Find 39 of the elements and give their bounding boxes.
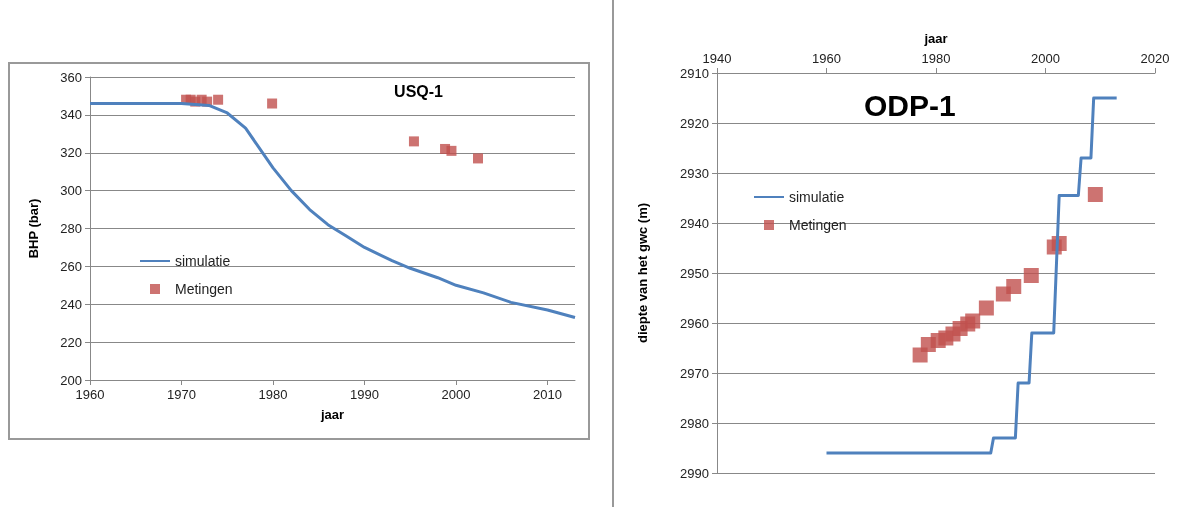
x-tick-label: 2000: [441, 387, 471, 402]
x-tick-label: 1980: [921, 51, 951, 66]
y-tick-label: 280: [60, 221, 82, 236]
legend-label: Metingen: [175, 281, 233, 297]
y-tick-label: 2910: [680, 65, 709, 81]
legend-label: simulatie: [789, 189, 845, 205]
y-tick-label: 200: [60, 372, 82, 388]
text: ODP-1: [864, 88, 956, 122]
x-tick-label: 2000: [1031, 51, 1060, 66]
y-tick-label: 220: [60, 334, 82, 350]
x-tick-label: 2010: [533, 387, 563, 402]
y-axis-title: diepte van het gwc (m): [635, 202, 650, 344]
y-tick-label: 2930: [680, 165, 709, 181]
x-tick-label: 1980: [258, 387, 288, 402]
y-tick-label: 260: [60, 258, 82, 274]
x-axis-title: jaar: [319, 407, 345, 422]
y-tick-label: 2940: [680, 215, 709, 231]
x-tick-label: 1940: [702, 51, 732, 66]
y-tick-label: 2970: [680, 365, 709, 381]
y-tick-label: 2950: [680, 265, 709, 281]
y-tick-label: 240: [60, 296, 82, 312]
x-axis-title: jaar: [923, 31, 948, 46]
x-tick-label: 1960: [75, 387, 105, 402]
legend-label: Metingen: [789, 217, 847, 233]
y-tick-label: 2960: [680, 315, 709, 331]
x-tick-label: 2020: [1140, 51, 1170, 66]
y-tick-label: 2980: [680, 415, 709, 431]
y-axis-title: BHP (bar): [26, 198, 41, 259]
x-tick-label: 1960: [812, 51, 841, 66]
x-tick-label: 1990: [350, 387, 379, 402]
y-tick-label: 360: [60, 69, 82, 85]
y-tick-label: 2920: [680, 115, 709, 131]
y-tick-label: 300: [60, 183, 82, 199]
y-tick-label: 340: [60, 107, 82, 123]
y-tick-label: 2990: [680, 465, 709, 481]
x-tick-label: 1970: [167, 387, 196, 402]
y-tick-label: 320: [60, 145, 82, 161]
chart-title: USQ-1: [394, 82, 444, 100]
legend-label: simulatie: [175, 253, 231, 269]
